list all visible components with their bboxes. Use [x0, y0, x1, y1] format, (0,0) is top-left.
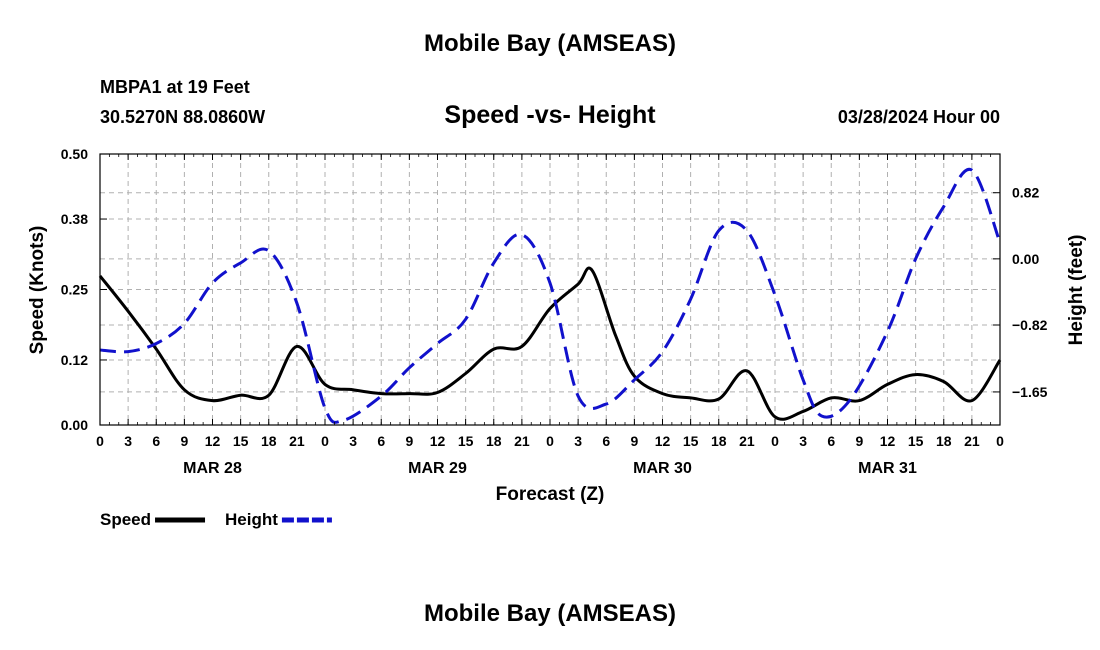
x-tick-label: 9 — [630, 433, 638, 449]
day-label: MAR 29 — [408, 460, 467, 477]
series-height-line — [99, 167, 1002, 424]
x-tick-label: 18 — [936, 433, 952, 449]
chart-title: Speed -vs- Height — [444, 101, 656, 129]
station-coordinates: 30.5270N 88.0860W — [100, 107, 266, 127]
x-tick-label: 3 — [799, 433, 807, 449]
y2-tick-label: 0.82 — [1012, 185, 1039, 201]
x-tick-label: 9 — [405, 433, 413, 449]
grid-layer — [100, 154, 1000, 425]
station-label: MBPA1 at 19 Feet — [100, 77, 250, 97]
x-tick-label: 21 — [739, 433, 755, 449]
x-tick-label: 18 — [486, 433, 502, 449]
x-tick-label: 9 — [180, 433, 188, 449]
legend: Speed Height — [100, 510, 332, 529]
y-tick-label: 0.12 — [61, 352, 88, 368]
x-tick-label: 15 — [458, 433, 474, 449]
day-label: MAR 28 — [183, 460, 242, 477]
x-tick-label: 15 — [908, 433, 924, 449]
x-tick-label: 15 — [683, 433, 699, 449]
x-tick-label: 0 — [321, 433, 329, 449]
x-tick-label: 9 — [855, 433, 863, 449]
y2-tick-label: −0.82 — [1012, 317, 1048, 333]
series-speed-line — [98, 266, 1002, 421]
day-label: MAR 30 — [633, 460, 692, 477]
x-tick-label: 12 — [430, 433, 446, 449]
x-tick-label: 18 — [261, 433, 277, 449]
axis-layer: 0 3 6 9 12 15 18 21 0 3 6 9 12 15 18 21 0 3 6 9 12 15 18 21 0 3 6 9… — [61, 146, 1048, 477]
y-tick-label: 0.38 — [61, 211, 88, 227]
main-title: Mobile Bay (AMSEAS) — [423, 30, 677, 57]
y-tick-label: 0.50 — [61, 146, 88, 162]
x-tick-label: 3 — [574, 433, 582, 449]
x-tick-label: 0 — [771, 433, 779, 449]
x-tick-label: 0 — [996, 433, 1004, 449]
x-tick-label: 21 — [289, 433, 305, 449]
day-label: MAR 31 — [858, 460, 917, 477]
series-layer — [98, 167, 1002, 424]
x-tick-label: 0 — [96, 433, 104, 449]
x-tick-label: 15 — [233, 433, 249, 449]
y-axis-label: Speed (Knots) — [27, 226, 48, 355]
x-tick-label: 0 — [546, 433, 554, 449]
x-tick-label: 6 — [602, 433, 610, 449]
forecast-date: 03/28/2024 Hour 00 — [837, 107, 1000, 127]
x-tick-label: 6 — [152, 433, 160, 449]
x-tick-label: 12 — [880, 433, 896, 449]
bottom-title: Mobile Bay (AMSEAS) — [423, 600, 677, 627]
x-tick-label: 18 — [711, 433, 727, 449]
y2-axis-label: Height (feet) — [1066, 235, 1087, 346]
x-tick-label: 6 — [827, 433, 835, 449]
legend-label-speed: Speed — [100, 510, 151, 529]
x-tick-label: 3 — [349, 433, 357, 449]
x-tick-label: 3 — [124, 433, 132, 449]
y2-tick-label: 0.00 — [1012, 251, 1039, 267]
y-tick-label: 0.00 — [61, 417, 88, 433]
x-tick-label: 21 — [964, 433, 980, 449]
x-tick-label: 6 — [377, 433, 385, 449]
x-tick-label: 12 — [655, 433, 671, 449]
x-tick-label: 21 — [514, 433, 530, 449]
y2-tick-label: −1.65 — [1012, 384, 1048, 400]
legend-label-height: Height — [225, 510, 278, 529]
x-tick-label: 12 — [205, 433, 221, 449]
y-tick-label: 0.25 — [61, 282, 88, 298]
x-axis-label: Forecast (Z) — [496, 484, 605, 505]
